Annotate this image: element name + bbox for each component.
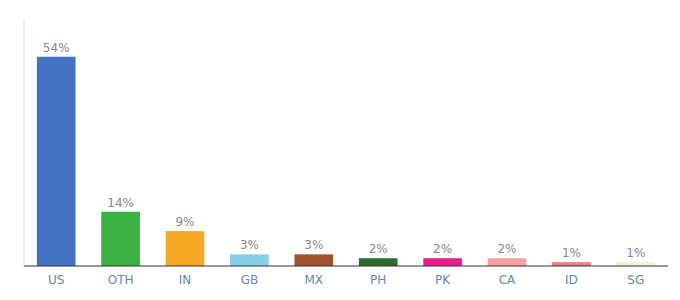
page: {"chart_data": {"type": "bar", "categori…: [0, 0, 680, 300]
data-label: 54%: [43, 41, 70, 55]
data-label: 1%: [562, 246, 581, 260]
data-label: 2%: [433, 242, 452, 256]
bar: [37, 57, 76, 266]
data-label: 2%: [497, 242, 516, 256]
data-label: 2%: [369, 242, 388, 256]
x-tick-label: GB: [241, 273, 259, 287]
x-axis-line: [24, 265, 668, 266]
x-tick-label: PH: [370, 273, 386, 287]
x-tick-label: OTH: [108, 273, 134, 287]
bars: [37, 57, 655, 266]
bar: [166, 231, 205, 266]
bar: [359, 258, 398, 266]
data-label: 3%: [304, 238, 323, 252]
x-tick-label: CA: [499, 273, 516, 287]
data-label: 9%: [175, 215, 194, 229]
data-label: 1%: [626, 246, 645, 260]
bar: [294, 254, 333, 266]
x-tick-label: ID: [565, 273, 578, 287]
x-tick-label: PK: [435, 273, 451, 287]
bar: [423, 258, 462, 266]
x-tick-label: IN: [179, 273, 192, 287]
bar: [488, 258, 527, 266]
x-tick-label: SG: [627, 273, 644, 287]
bar: [230, 254, 269, 266]
x-tick-label: MX: [305, 273, 324, 287]
y-axis-line: [24, 18, 25, 266]
bar: [101, 212, 140, 266]
data-label: 14%: [107, 196, 134, 210]
data-label: 3%: [240, 238, 259, 252]
chart-container: US OTH IN GB MX PH PK CA ID SG 54% 14% 9% 3% 3% 2% 2% 2% 1…: [0, 0, 680, 300]
chart-svg: US OTH IN GB MX PH PK CA ID SG 54% 14% 9% 3% 3% 2% 2% 2% 1…: [0, 0, 680, 300]
x-tick-label: US: [48, 273, 64, 287]
